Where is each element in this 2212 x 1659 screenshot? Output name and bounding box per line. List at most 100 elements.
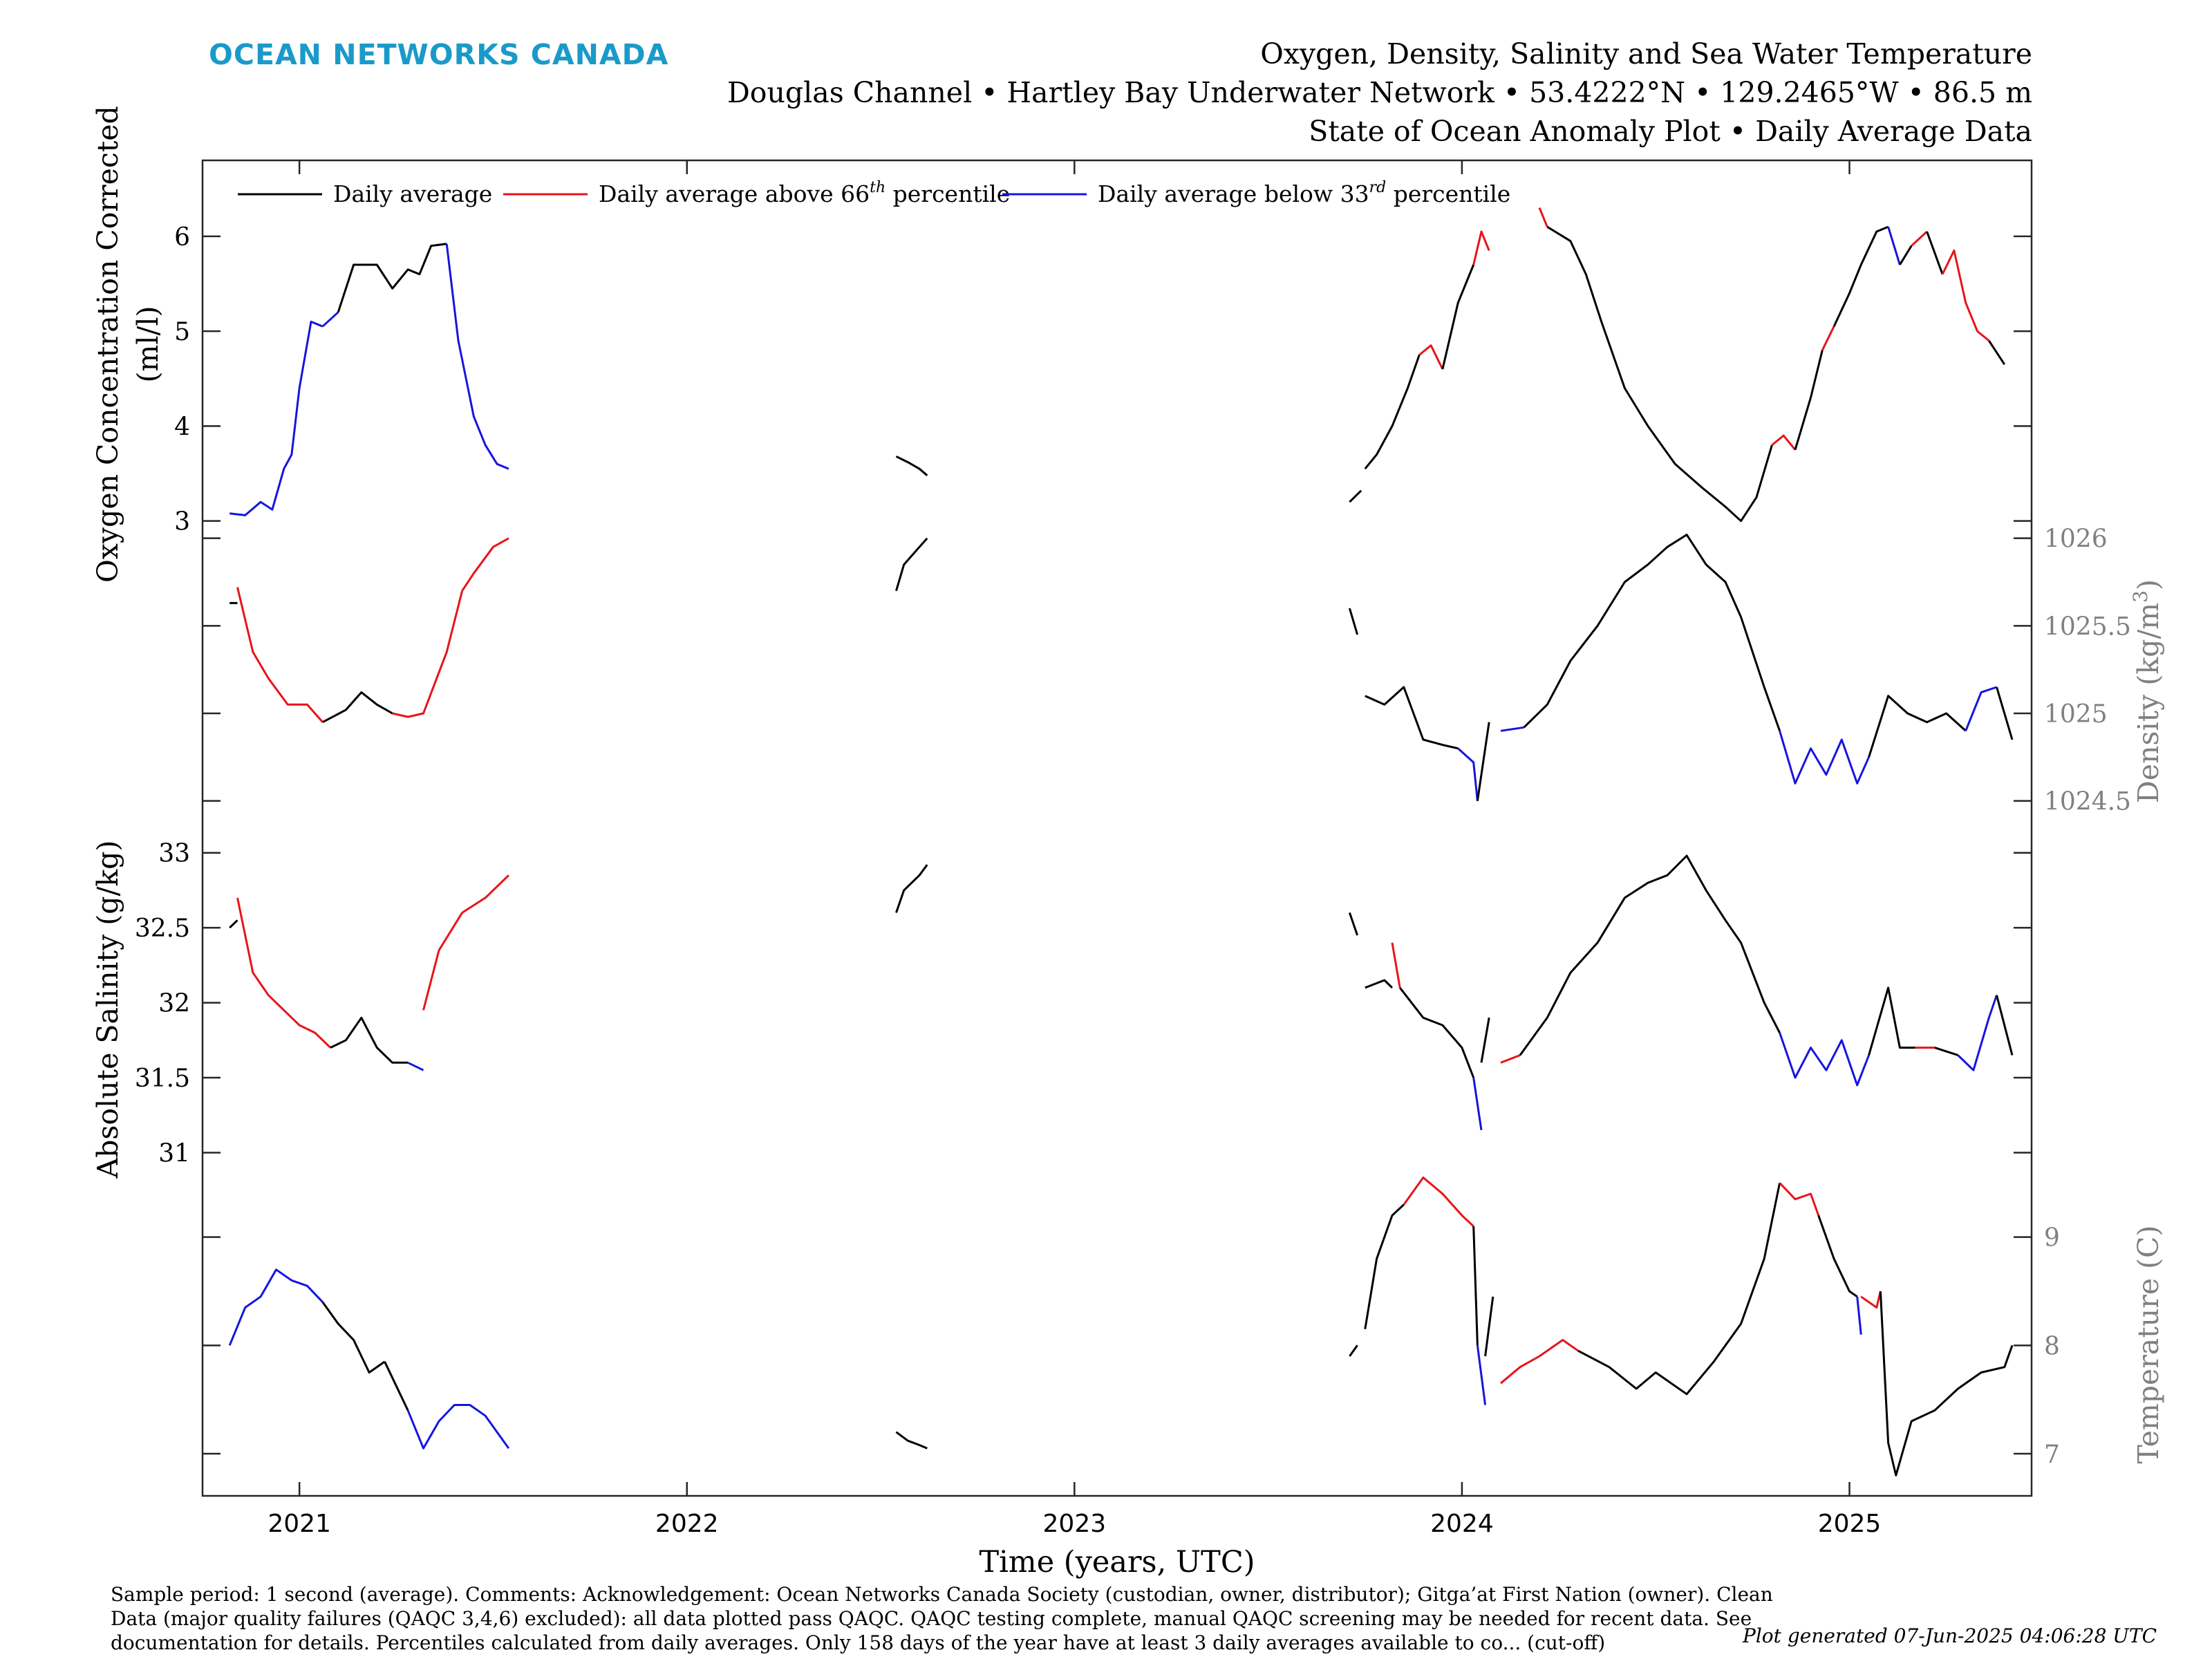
series-layer	[228, 207, 2014, 1477]
oxygen-axis-label-line2: (ml/l)	[131, 306, 165, 383]
chart-subtitle-type: State of Ocean Anomaly Plot • Daily Aver…	[1309, 115, 2032, 148]
density-tick-label: 1025	[2044, 700, 2108, 729]
oxygen-series-above	[1418, 344, 1444, 370]
temperature-series-daily	[1577, 1182, 1781, 1396]
oxygen-series-daily	[1364, 354, 1421, 470]
oxygen-series-daily	[1988, 339, 2006, 366]
salinity-series-daily	[330, 1016, 409, 1064]
x-tick-label: 2024	[1430, 1510, 1494, 1538]
density-series-below	[1779, 730, 1870, 785]
oxygen-series-above	[1911, 230, 1928, 247]
salinity-series-above	[422, 874, 509, 1011]
salinity-tick-label: 33	[158, 840, 190, 868]
x-tick-label: 2025	[1818, 1510, 1882, 1538]
salinity-axis-label: Absolute Salinity (g/kg)	[91, 841, 124, 1179]
temperature-series-below	[1476, 1345, 1487, 1405]
density-series-daily	[1348, 608, 1359, 635]
salinity-series-daily	[895, 864, 928, 913]
salinity-tick-label: 32	[158, 990, 190, 1018]
density-series-daily	[1476, 722, 1490, 801]
salinity-series-above	[1500, 1054, 1521, 1064]
axes-layer: 2021 2022 2023 2024 2025 3 4 5 6 1024.5 1025 1025.5…	[135, 160, 2131, 1538]
oxygen-tick-label: 6	[174, 223, 190, 252]
chart-subtitle-location: Douglas Channel • Hartley Bay Underwater…	[727, 76, 2032, 109]
x-tick-label: 2022	[655, 1510, 719, 1538]
footer-note-line3: documentation for details. Percentiles c…	[111, 1631, 1605, 1654]
temperature-series-above	[1860, 1291, 1882, 1309]
legend: Daily average Daily average above 66th p…	[238, 179, 1510, 207]
oxygen-series-daily	[1899, 245, 1913, 265]
density-series-above	[461, 537, 509, 592]
oxygen-series-above	[1538, 207, 1548, 227]
salinity-series-below	[1779, 1032, 1870, 1087]
density-axis-label: Density (kg/m3)	[2129, 579, 2165, 803]
oxygen-series-daily	[895, 455, 928, 476]
oxygen-series-above	[1771, 434, 1797, 451]
oxygen-series-daily	[1926, 231, 1944, 275]
footer-note-line2: Data (major quality failures (QAQC 3,4,6…	[111, 1607, 1752, 1630]
x-tick-label: 2021	[268, 1510, 331, 1538]
salinity-series-daily	[229, 919, 238, 929]
salinity-series-below	[1957, 995, 1998, 1071]
oxygen-series-above	[1941, 249, 1990, 341]
legend-label-above: Daily average above 66th percentile	[599, 179, 1010, 207]
oxygen-series-below	[321, 311, 339, 328]
oxygen-series-daily	[1441, 264, 1475, 370]
density-tick-label: 1025.5	[2044, 612, 2131, 641]
density-tick-label: 1026	[2044, 525, 2108, 554]
salinity-series-daily	[1868, 986, 1915, 1056]
density-series-daily	[1523, 534, 1781, 731]
oxygen-series-daily	[337, 243, 447, 313]
temperature-series-above	[1779, 1182, 1820, 1216]
oxygen-series-daily	[1833, 225, 1889, 327]
salinity-tick-label: 31.5	[135, 1065, 190, 1093]
plot-generated-timestamp: Plot generated 07-Jun-2025 04:06:28 UTC	[1742, 1624, 2157, 1647]
oxygen-tick-label: 4	[174, 413, 190, 441]
temperature-series-below	[1856, 1296, 1862, 1335]
temperature-series-above	[1500, 1339, 1579, 1385]
temperature-series-daily	[1879, 1291, 2014, 1477]
oxygen-series-above	[1821, 326, 1835, 351]
oxygen-series-daily	[1349, 489, 1362, 503]
density-series-above	[236, 587, 324, 723]
salinity-series-daily	[1519, 854, 1781, 1056]
temperature-series-daily	[895, 1431, 928, 1450]
density-series-daily	[322, 691, 393, 724]
salinity-series-above	[1391, 942, 1401, 988]
oxygen-series-below	[298, 320, 324, 388]
oxygen-series-above	[1472, 230, 1490, 265]
x-axis-label: Time (years, UTC)	[979, 1545, 1255, 1580]
salinity-series-daily	[1480, 1018, 1490, 1063]
salinity-tick-label: 32.5	[135, 915, 190, 943]
temperature-series-daily	[1472, 1226, 1479, 1346]
density-series-below	[1500, 726, 1524, 732]
oxygen-tick-label: 3	[174, 508, 190, 536]
oxygen-series-below	[445, 243, 509, 470]
salinity-tick-label: 31	[158, 1139, 190, 1168]
density-series-above	[392, 590, 464, 718]
legend-label-daily: Daily average	[333, 180, 492, 207]
temperature-axis-label: Temperature (C)	[2132, 1226, 2165, 1464]
salinity-series-daily	[1996, 995, 2014, 1056]
oxygen-series-daily	[1546, 225, 1773, 523]
oxygen-series-below	[1887, 226, 1901, 265]
salinity-series-below	[1472, 1077, 1483, 1131]
density-series-daily	[1996, 686, 2014, 740]
temperature-tick-label: 8	[2044, 1332, 2060, 1360]
temperature-series-below	[228, 1268, 324, 1346]
temperature-series-daily	[384, 1361, 409, 1411]
temperature-series-daily	[1349, 1344, 1358, 1357]
plot-frame	[201, 159, 2033, 1497]
footer-note-line1: Sample period: 1 second (average). Comme…	[111, 1583, 1773, 1606]
temperature-series-daily	[1364, 1203, 1405, 1330]
temperature-tick-label: 9	[2044, 1224, 2060, 1253]
temperature-series-below	[406, 1404, 510, 1450]
temperature-series-daily	[1484, 1296, 1494, 1357]
temperature-series-daily	[1817, 1215, 1858, 1298]
oxygen-tick-label: 5	[174, 318, 190, 346]
oxygen-series-below	[229, 388, 301, 516]
density-series-daily	[895, 537, 928, 592]
legend-label-below: Daily average below 33rd percentile	[1098, 179, 1510, 207]
salinity-series-above	[236, 897, 332, 1049]
